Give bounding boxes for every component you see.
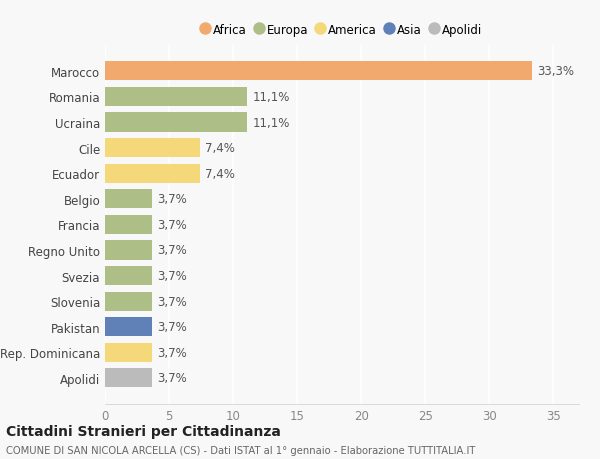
Bar [105, 164, 200, 184]
Text: 3,7%: 3,7% [158, 346, 187, 359]
Text: 3,7%: 3,7% [158, 244, 187, 257]
Bar [105, 292, 152, 311]
Bar [105, 266, 152, 285]
Bar [105, 88, 247, 107]
Text: 3,7%: 3,7% [158, 193, 187, 206]
Bar [105, 113, 247, 132]
Legend: Africa, Europa, America, Asia, Apolidi: Africa, Europa, America, Asia, Apolidi [202, 23, 482, 36]
Bar [105, 369, 152, 388]
Bar [105, 139, 200, 158]
Bar [105, 215, 152, 235]
Bar [105, 190, 152, 209]
Text: COMUNE DI SAN NICOLA ARCELLA (CS) - Dati ISTAT al 1° gennaio - Elaborazione TUTT: COMUNE DI SAN NICOLA ARCELLA (CS) - Dati… [6, 445, 475, 455]
Bar [105, 318, 152, 336]
Text: 3,7%: 3,7% [158, 269, 187, 282]
Text: Cittadini Stranieri per Cittadinanza: Cittadini Stranieri per Cittadinanza [6, 425, 281, 438]
Bar [105, 62, 532, 81]
Text: 7,4%: 7,4% [205, 142, 235, 155]
Text: 3,7%: 3,7% [158, 218, 187, 231]
Text: 3,7%: 3,7% [158, 295, 187, 308]
Text: 7,4%: 7,4% [205, 168, 235, 180]
Text: 33,3%: 33,3% [537, 65, 574, 78]
Text: 11,1%: 11,1% [253, 116, 290, 129]
Bar [105, 241, 152, 260]
Text: 11,1%: 11,1% [253, 91, 290, 104]
Text: 3,7%: 3,7% [158, 372, 187, 385]
Text: 3,7%: 3,7% [158, 320, 187, 334]
Bar [105, 343, 152, 362]
